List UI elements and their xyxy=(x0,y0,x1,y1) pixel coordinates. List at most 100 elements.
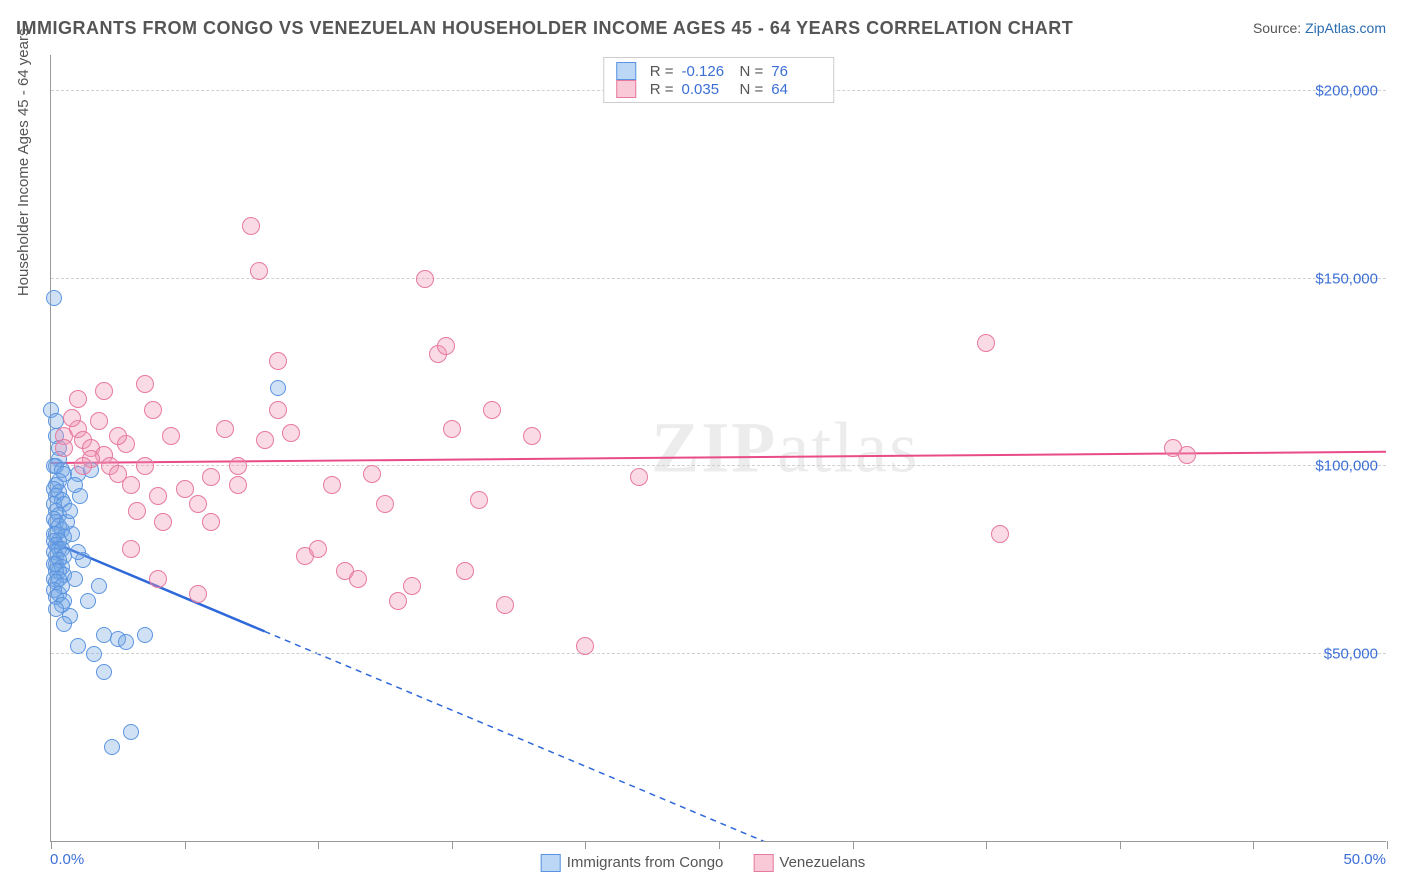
data-point xyxy=(118,634,134,650)
data-point xyxy=(90,412,108,430)
data-point xyxy=(136,375,154,393)
source-link[interactable]: ZipAtlas.com xyxy=(1305,20,1386,36)
data-point xyxy=(104,739,120,755)
data-point xyxy=(250,262,268,280)
data-point xyxy=(74,457,92,475)
x-tick xyxy=(1387,841,1388,849)
data-point xyxy=(443,420,461,438)
data-point xyxy=(349,570,367,588)
data-point xyxy=(202,468,220,486)
legend-series: Immigrants from Congo Venezuelans xyxy=(541,854,866,872)
data-point xyxy=(216,420,234,438)
legend-item: Venezuelans xyxy=(753,854,865,872)
data-point xyxy=(176,480,194,498)
data-point xyxy=(189,585,207,603)
data-point xyxy=(229,457,247,475)
data-point xyxy=(282,424,300,442)
gridline-h xyxy=(51,278,1386,279)
data-point xyxy=(56,616,72,632)
r-value: -0.126 xyxy=(682,63,732,80)
data-point xyxy=(991,525,1009,543)
data-point xyxy=(483,401,501,419)
x-tick xyxy=(51,841,52,849)
data-point xyxy=(67,477,83,493)
y-tick-label: $150,000 xyxy=(1315,270,1378,287)
data-point xyxy=(96,664,112,680)
y-axis-title: Householder Income Ages 45 - 64 years xyxy=(15,29,32,297)
legend-correlation-row: R = -0.126 N = 76 xyxy=(616,62,822,80)
legend-correlation: R =-0.126N =76R =0.035N =64 xyxy=(603,57,835,103)
data-point xyxy=(123,724,139,740)
data-point xyxy=(389,592,407,610)
data-point xyxy=(80,593,96,609)
legend-label: Venezuelans xyxy=(779,854,865,871)
x-tick xyxy=(185,841,186,849)
data-point xyxy=(437,337,455,355)
data-point xyxy=(309,540,327,558)
data-point xyxy=(63,409,81,427)
x-axis-end-label: 50.0% xyxy=(1343,851,1386,868)
data-point xyxy=(137,627,153,643)
x-tick xyxy=(719,841,720,849)
data-point xyxy=(416,270,434,288)
legend-swatch xyxy=(541,854,561,872)
n-label: N = xyxy=(740,63,764,80)
data-point xyxy=(1178,446,1196,464)
data-point xyxy=(154,513,172,531)
data-point xyxy=(55,439,73,457)
legend-swatch xyxy=(616,62,636,80)
x-tick xyxy=(1120,841,1121,849)
data-point xyxy=(86,646,102,662)
chart-title: IMMIGRANTS FROM CONGO VS VENEZUELAN HOUS… xyxy=(16,18,1073,39)
data-point xyxy=(91,578,107,594)
x-tick xyxy=(853,841,854,849)
x-tick xyxy=(1253,841,1254,849)
data-point xyxy=(456,562,474,580)
data-point xyxy=(46,290,62,306)
y-tick-label: $200,000 xyxy=(1315,83,1378,100)
data-point xyxy=(122,476,140,494)
data-point xyxy=(202,513,220,531)
y-tick-label: $50,000 xyxy=(1324,645,1378,662)
data-point xyxy=(363,465,381,483)
n-value: 76 xyxy=(771,63,821,80)
source-attribution: Source: ZipAtlas.com xyxy=(1253,20,1386,36)
data-point xyxy=(576,637,594,655)
data-point xyxy=(977,334,995,352)
plot-area: ZIPatlas R =-0.126N =76R =0.035N =64 $50… xyxy=(50,55,1386,842)
data-point xyxy=(95,382,113,400)
watermark-light: atlas xyxy=(777,408,919,488)
data-point xyxy=(128,502,146,520)
legend-label: Immigrants from Congo xyxy=(567,854,724,871)
legend-swatch xyxy=(753,854,773,872)
data-point xyxy=(109,427,127,445)
data-point xyxy=(269,401,287,419)
data-point xyxy=(67,571,83,587)
x-tick xyxy=(452,841,453,849)
x-tick xyxy=(986,841,987,849)
watermark: ZIPatlas xyxy=(651,407,919,490)
data-point xyxy=(69,390,87,408)
data-point xyxy=(269,352,287,370)
n-value: 64 xyxy=(771,81,821,98)
r-label: R = xyxy=(650,81,674,98)
data-point xyxy=(630,468,648,486)
data-point xyxy=(162,427,180,445)
legend-swatch xyxy=(616,80,636,98)
data-point xyxy=(229,476,247,494)
source-prefix: Source: xyxy=(1253,20,1305,36)
data-point xyxy=(376,495,394,513)
x-tick xyxy=(585,841,586,849)
data-point xyxy=(470,491,488,509)
legend-correlation-row: R =0.035N =64 xyxy=(616,80,822,98)
data-point xyxy=(496,596,514,614)
y-tick-label: $100,000 xyxy=(1315,458,1378,475)
n-label: N = xyxy=(740,81,764,98)
data-point xyxy=(62,503,78,519)
data-point xyxy=(144,401,162,419)
gridline-h xyxy=(51,465,1386,466)
data-point xyxy=(70,638,86,654)
x-axis-origin-label: 0.0% xyxy=(50,851,84,868)
data-point xyxy=(149,570,167,588)
r-label: R = xyxy=(650,63,674,80)
